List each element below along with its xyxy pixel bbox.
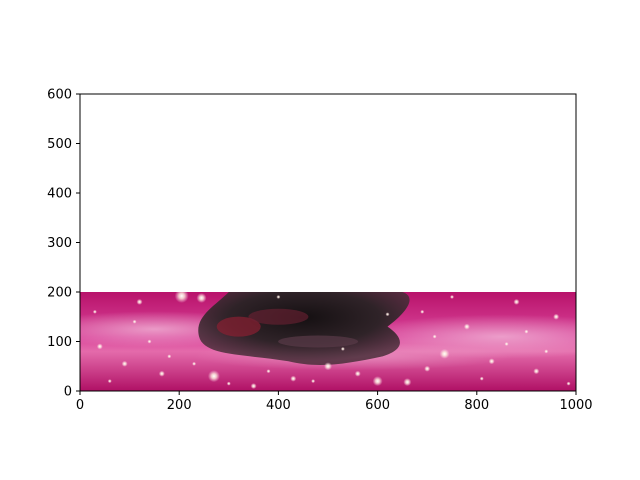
y-tick-label: 600 [47,88,72,103]
star [324,362,332,371]
star [158,370,165,377]
star [504,341,509,346]
star [463,323,470,330]
star [96,343,103,350]
star [372,376,383,387]
star [192,361,197,366]
star [266,369,271,374]
star [226,381,231,386]
star [354,370,361,377]
x-tick-label: 800 [464,398,489,413]
y-tick-label: 100 [47,335,72,350]
nebula-image [80,292,576,391]
star [121,360,128,367]
y-tick-label: 0 [64,385,72,400]
star [524,329,529,334]
star [479,376,484,381]
star [566,381,571,386]
star [439,348,450,359]
y-tick-label: 500 [47,137,72,152]
y-tick-label: 200 [47,286,72,301]
x-tick-label: 400 [266,398,291,413]
star [207,370,220,383]
star [553,313,560,320]
x-tick-label: 600 [365,398,390,413]
star [250,383,257,390]
star [533,368,540,375]
star [147,339,152,344]
x-tick-label: 1000 [559,398,592,413]
star [276,294,281,299]
star [340,346,345,351]
star [107,379,112,384]
star [174,292,189,303]
star [432,334,437,339]
star [513,298,520,305]
y-axis-ticks: 0 100 200 300 400 500 600 [47,88,80,400]
y-tick-label: 400 [47,187,72,202]
star-field [92,292,571,390]
x-axis-ticks: 0 200 400 600 800 1000 [76,391,593,413]
x-tick-label: 0 [76,398,84,413]
dust-cloud [198,292,410,365]
star [488,358,495,365]
star [385,312,390,317]
star [403,378,412,387]
x-tick-label: 200 [167,398,192,413]
star [167,354,172,359]
star [311,379,316,384]
star [450,294,454,299]
star [196,292,207,303]
y-tick-label: 300 [47,236,72,251]
star [290,375,297,382]
star [92,309,97,314]
star [424,365,431,372]
star [544,349,549,354]
star [132,319,137,324]
star [420,309,425,314]
star [136,298,143,305]
